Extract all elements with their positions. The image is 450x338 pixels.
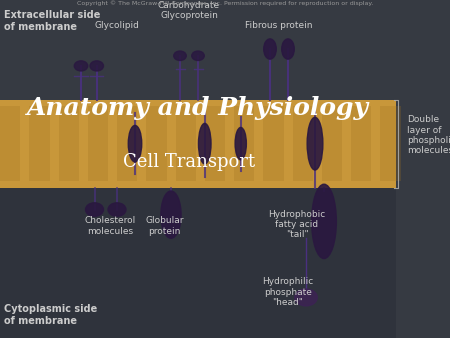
Bar [0, 106, 20, 181]
Text: Fibrous protein: Fibrous protein [245, 21, 313, 30]
Bar [322, 106, 342, 181]
Ellipse shape [282, 39, 294, 59]
Bar [117, 106, 137, 181]
Circle shape [108, 203, 126, 216]
Text: Anatomy and Physiology: Anatomy and Physiology [27, 96, 369, 120]
Bar [146, 106, 166, 181]
Bar [292, 106, 313, 181]
Text: Cytoplasmic side
of membrane: Cytoplasmic side of membrane [4, 304, 98, 326]
Text: Glycolipid: Glycolipid [94, 21, 140, 30]
Bar [234, 106, 254, 181]
Text: Hydrophilic
phosphate
"head": Hydrophilic phosphate "head" [262, 277, 314, 307]
Text: Hydrophobic
fatty acid
"tail": Hydrophobic fatty acid "tail" [268, 210, 326, 239]
Ellipse shape [235, 127, 247, 160]
Ellipse shape [128, 125, 142, 162]
Ellipse shape [264, 39, 276, 59]
Bar [0, 100, 396, 188]
Text: Cholesterol
molecules: Cholesterol molecules [85, 216, 136, 236]
Text: Carbohydrate
Glycoprotein: Carbohydrate Glycoprotein [158, 1, 220, 20]
Bar [0, 188, 396, 338]
Bar [29, 106, 50, 181]
Circle shape [74, 61, 88, 71]
Circle shape [174, 51, 186, 61]
Bar [88, 106, 108, 181]
Circle shape [192, 51, 204, 61]
Bar [351, 106, 371, 181]
Circle shape [90, 61, 104, 71]
Bar [380, 106, 400, 181]
Circle shape [86, 203, 104, 216]
Text: Copyright © The McGraw-Hill Companies, Inc. Permission required for reproduction: Copyright © The McGraw-Hill Companies, I… [77, 1, 373, 6]
Ellipse shape [198, 123, 211, 164]
Ellipse shape [161, 191, 181, 238]
Text: Cell Transport: Cell Transport [123, 153, 255, 171]
Text: Globular
protein: Globular protein [145, 216, 184, 236]
Bar [58, 106, 79, 181]
Text: Extracellular side
of membrane: Extracellular side of membrane [4, 10, 101, 32]
Text: Double
layer of
phospholipid
molecules: Double layer of phospholipid molecules [407, 115, 450, 155]
Bar [205, 106, 225, 181]
Bar [176, 106, 196, 181]
Bar [263, 106, 284, 181]
Circle shape [295, 289, 317, 306]
Ellipse shape [311, 184, 337, 259]
Ellipse shape [307, 117, 323, 170]
